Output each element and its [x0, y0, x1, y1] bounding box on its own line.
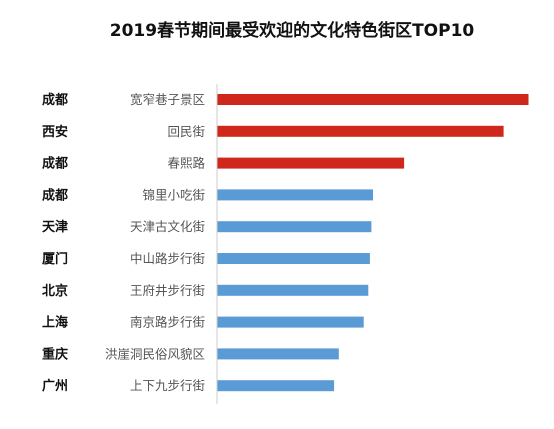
city-label-6: 厦门 [42, 251, 68, 267]
category-label-8: 南京路步行街 [130, 315, 205, 330]
category-label-7: 王府井步行街 [130, 283, 205, 298]
bar-7 [217, 284, 369, 296]
bars-group [217, 94, 529, 392]
city-label-10: 广州 [42, 378, 68, 394]
city-label-4: 成都 [42, 187, 68, 203]
bar-4 [217, 189, 373, 201]
city-label-5: 天津 [42, 219, 68, 235]
category-label-10: 上下九步行街 [130, 378, 205, 393]
category-label-1: 宽窄巷子景区 [130, 92, 205, 107]
bar-1 [217, 94, 529, 105]
category-label-4: 锦里小吃街 [142, 187, 205, 202]
chart-title: 2019春节期间最受欢迎的文化特色街区TOP10 [110, 20, 475, 41]
bar-6 [217, 253, 370, 264]
bar-2 [217, 125, 504, 137]
city-label-3: 成都 [42, 156, 68, 172]
category-label-6: 中山路步行街 [130, 251, 205, 266]
city-label-9: 重庆 [42, 346, 68, 362]
city-label-7: 北京 [42, 283, 68, 299]
bar-10 [217, 380, 335, 392]
city-label-1: 成都 [42, 92, 68, 108]
bar-8 [217, 316, 364, 328]
category-label-9: 洪崖洞民俗风貌区 [105, 346, 205, 361]
bar-3 [217, 157, 405, 169]
city-label-2: 西安 [42, 124, 68, 140]
bar-9 [217, 348, 339, 360]
category-label-5: 天津古文化街 [130, 219, 205, 234]
bar-5 [217, 221, 372, 233]
category-label-2: 回民街 [167, 124, 205, 139]
category-label-3: 春熙路 [167, 156, 205, 171]
city-label-8: 上海 [42, 315, 68, 331]
